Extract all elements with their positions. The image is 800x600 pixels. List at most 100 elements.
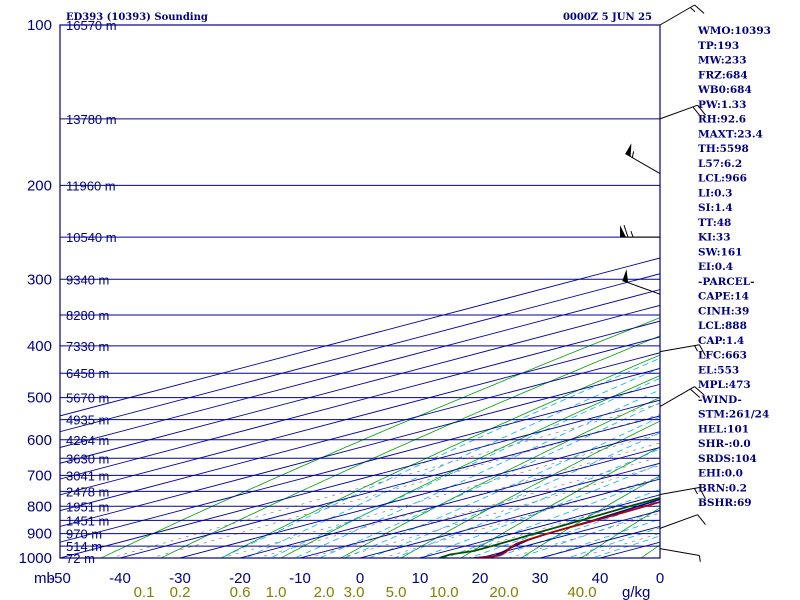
index-line: WB0:684: [697, 84, 752, 96]
isotherm: [60, 304, 660, 464]
temperature-label: 0: [656, 570, 664, 587]
temperature-label: -10: [289, 570, 311, 587]
index-line: SHR-:0.0: [698, 438, 751, 450]
index-line: TT:48: [698, 217, 731, 229]
index-line: STM:261/24: [698, 409, 769, 421]
index-line: CINH:39: [698, 305, 749, 317]
station-title: ED393 (10393) Sounding: [66, 12, 208, 23]
index-line: EL:553: [698, 364, 739, 376]
height-label: 6458 m: [66, 366, 109, 381]
wind-barb: [625, 143, 661, 175]
height-label: 7330 m: [66, 339, 109, 354]
dry-adiabat: [460, 446, 660, 558]
wind-barbs: [620, 4, 706, 562]
moist-adiabat: [318, 402, 660, 558]
index-line: MPL:473: [698, 379, 751, 391]
index-line: MAXT:23.4: [698, 128, 763, 140]
height-label: 4264 m: [66, 433, 109, 448]
isotherm: [60, 352, 660, 512]
index-line: FRZ:684: [698, 69, 748, 81]
wind-barb: [659, 548, 701, 562]
mixing-ratio-label: 0.2: [170, 584, 191, 600]
temperature-label: -20: [229, 570, 251, 587]
height-label: 9340 m: [66, 272, 109, 287]
dry-adiabat: [400, 420, 660, 558]
sounding-curves: [438, 496, 660, 558]
moist-adiabat: [566, 527, 660, 558]
isotherm: [60, 289, 660, 448]
index-line: MW:233: [698, 55, 747, 67]
wind-barb: [659, 104, 706, 120]
height-label: 8280 m: [66, 308, 109, 323]
isotherm: [60, 383, 660, 543]
pressure-label: 500: [27, 390, 52, 407]
isotherm: [118, 415, 660, 558]
index-line: LFC:663: [698, 350, 747, 362]
dry-adiabat: [747, 13, 800, 569]
isotherm: [60, 273, 660, 433]
pressure-label: 200: [27, 177, 52, 194]
moist-adiabat: [418, 463, 660, 558]
moist-adiabat: [517, 509, 660, 558]
index-line: CAP:1.4: [698, 335, 744, 347]
mixing-ratio-line: [441, 494, 660, 558]
index-line: WMO:10393: [697, 25, 771, 37]
wind-barb: [659, 344, 706, 357]
height-label: 13780 m: [66, 112, 117, 127]
index-line: RH:92.6: [698, 114, 746, 126]
mixing-ratio-line: [220, 432, 660, 558]
moist-adiabat: [244, 367, 660, 558]
height-label: 72 m: [66, 551, 95, 566]
frame-border: [59, 24, 661, 559]
mixing-ratio-label: 0.6: [230, 584, 251, 600]
isotherm: [298, 462, 660, 558]
dewpoint-trace: [438, 496, 660, 558]
wind-barb: [622, 269, 661, 295]
mixing-ratio-line: [576, 532, 660, 558]
mixing-ratio-label: 2.0: [314, 584, 335, 600]
mixing-ratio-label: 20.0: [489, 584, 518, 600]
pressure-label: 800: [27, 498, 52, 515]
pressure-label: 900: [27, 526, 52, 543]
mixing-ratio-line: [307, 456, 660, 558]
moist-adiabat: [220, 357, 660, 558]
index-line: SRDS:104: [698, 453, 757, 465]
index-line: BSHR:69: [698, 497, 752, 509]
temperature-label: 0: [356, 570, 364, 587]
mixing-ratio-label: 1.0: [266, 584, 287, 600]
dry-adiabat: [580, 507, 660, 558]
isotherm: [178, 431, 660, 558]
index-line: SW:161: [698, 246, 742, 258]
pressure-label: 300: [27, 271, 52, 288]
wind-barb: [659, 4, 705, 26]
index-line: TH:5598: [698, 143, 749, 155]
pressure-label: 100: [27, 17, 52, 34]
pressure-label: 700: [27, 467, 52, 484]
moist-adiabat: [492, 499, 660, 558]
index-line: PW:1.33: [698, 99, 746, 111]
index-line: -WIND-: [698, 394, 742, 406]
index-line: BRN:0.2: [698, 482, 747, 494]
moist-adiabat: [443, 477, 660, 558]
isotherm: [538, 525, 660, 558]
height-label: 514 m: [66, 539, 102, 554]
wind-barb: [659, 514, 706, 529]
dry-adiabat: [280, 375, 660, 558]
dry-adiabat: [160, 335, 660, 558]
wind-barb: [620, 224, 660, 238]
moist-adiabat: [467, 489, 660, 558]
height-label: 2478 m: [66, 484, 109, 499]
dry-adiabat: [520, 475, 660, 558]
index-line: SI:1.4: [698, 202, 733, 214]
temperature-label: 20: [472, 570, 489, 587]
moist-adiabat: [393, 448, 660, 558]
mixing-ratio-line: [339, 465, 660, 558]
pressure-unit: mb: [34, 570, 55, 587]
moist-adiabat: [368, 432, 660, 558]
index-line: HEL:101: [698, 423, 749, 435]
wind-barb: [659, 386, 705, 408]
dry-adiabat: [340, 397, 660, 558]
moist-adiabat: [269, 377, 660, 558]
isotherm: [60, 368, 660, 527]
